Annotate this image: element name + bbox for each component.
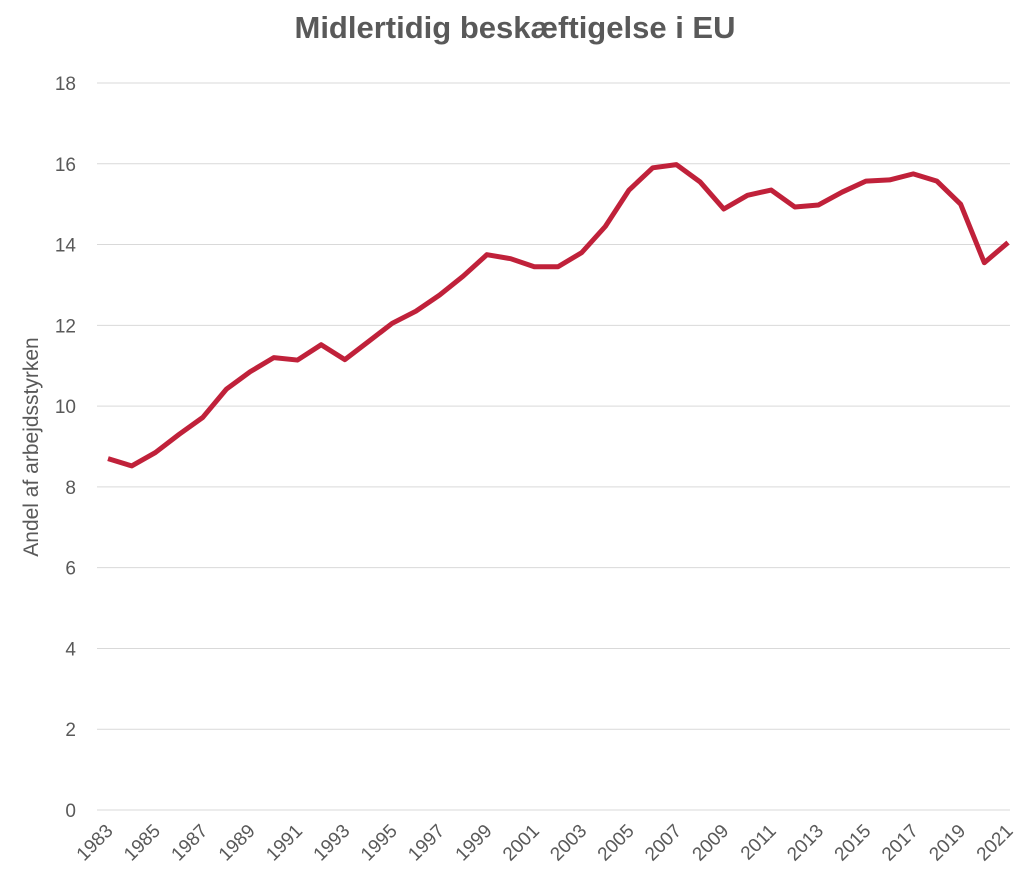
y-tick-label: 18	[55, 74, 76, 95]
y-tick-label: 8	[65, 478, 76, 499]
x-tick-label: 2003	[546, 821, 591, 866]
y-tick-label: 16	[55, 155, 76, 176]
y-tick-label: 12	[55, 316, 76, 337]
x-tick-label: 2011	[737, 821, 781, 865]
x-tick-label: 1999	[452, 821, 497, 866]
x-tick-label: 1991	[262, 821, 307, 866]
x-tick-label: 1997	[404, 821, 449, 866]
x-tick-label: 2005	[594, 821, 639, 866]
x-tick-label: 2001	[499, 821, 544, 866]
x-tick-label: 1985	[120, 821, 165, 866]
y-axis-label: Andel af arbejdsstyrken	[20, 337, 43, 556]
x-tick-label: 1993	[310, 821, 355, 866]
y-tick-label: 6	[65, 559, 76, 580]
chart-title: Midlertidig beskæftigelse i EU	[295, 10, 736, 45]
y-tick-label: 14	[55, 236, 77, 257]
x-tick-label: 1995	[357, 821, 402, 866]
x-tick-label: 1989	[215, 821, 260, 866]
x-tick-label: 2015	[831, 821, 876, 866]
x-tick-label: 2007	[641, 821, 686, 866]
x-tick-label: 2017	[878, 821, 923, 866]
y-tick-label: 4	[65, 639, 76, 660]
y-tick-label: 2	[65, 720, 76, 741]
x-tick-label: 2019	[925, 821, 970, 866]
x-tick-label: 2009	[689, 821, 734, 866]
y-tick-label: 0	[65, 801, 76, 822]
x-tick-label: 1987	[168, 821, 213, 866]
x-tick-label: 2021	[973, 821, 1016, 866]
x-tick-label: 1983	[73, 821, 118, 866]
y-tick-label: 10	[55, 397, 76, 418]
x-tick-label: 2013	[783, 821, 828, 866]
data-line	[107, 162, 1010, 469]
